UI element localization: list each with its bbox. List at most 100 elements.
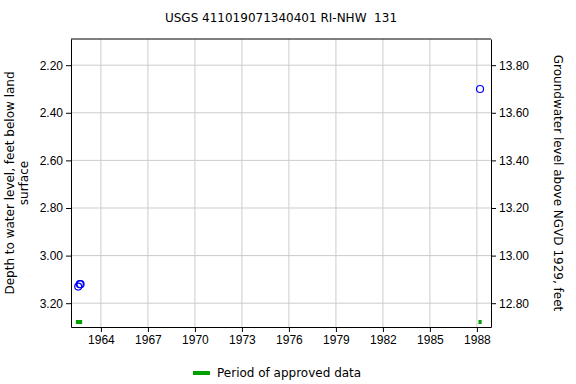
title: USGS 411019071340401 RI-NHW 131 [165, 11, 397, 25]
legend-label: Period of approved data [217, 366, 361, 380]
tick-label: 12.80 [499, 297, 529, 311]
tick-mark [491, 65, 496, 66]
tick: 2.60 [40, 154, 71, 168]
tick: 1973 [229, 327, 256, 347]
tick-mark [289, 327, 290, 332]
tick: 2.80 [40, 201, 71, 215]
tick-mark [383, 327, 384, 332]
grid-line [241, 39, 242, 327]
tick-label: 13.80 [499, 59, 529, 73]
tick-label: 1970 [182, 333, 209, 347]
tick-label: 1979 [323, 333, 350, 347]
tick-mark [491, 208, 496, 209]
grid-line [476, 39, 477, 327]
tick-label: 13.00 [499, 249, 529, 263]
grid-line [71, 207, 491, 208]
grid-line [71, 160, 491, 161]
tick-label: 1982 [370, 333, 397, 347]
tick: 13.60 [491, 106, 529, 120]
y-axis: 2.20 2.40 2.60 2.80 3.00 3.20 [40, 40, 72, 328]
grid-line [147, 39, 148, 327]
tick: 13.40 [491, 154, 529, 168]
tick: 13.00 [491, 249, 529, 263]
grid-line [429, 39, 430, 327]
axis-line [71, 40, 72, 328]
tick-mark [336, 327, 337, 332]
tick: 1985 [417, 327, 444, 347]
tick-mark [66, 208, 71, 209]
tick-mark [430, 327, 431, 332]
grid-line [71, 255, 491, 256]
tick: 13.80 [491, 59, 529, 73]
approved-period [76, 320, 82, 324]
y-axis-title: Depth to water level, feet below landsur… [3, 71, 31, 294]
tick: 1988 [464, 327, 491, 347]
point [77, 281, 84, 288]
tick-label: 13.60 [499, 106, 529, 120]
tick-mark [148, 327, 149, 332]
tick-mark [66, 160, 71, 161]
points [75, 85, 484, 290]
tick: 3.00 [40, 249, 71, 263]
tick-mark [242, 327, 243, 332]
tick: 1976 [276, 327, 303, 347]
tick-label: 2.60 [40, 154, 64, 168]
tick-mark [477, 327, 478, 332]
tick-mark [195, 327, 196, 332]
x-axis: 1964 1967 1970 1973 1976 1979 1982 1985 1988 [72, 327, 492, 347]
tick-label: 1964 [88, 333, 115, 347]
y-axis-title-line: Depth to water level, feet below land [3, 71, 17, 294]
grid [71, 39, 491, 327]
grid-line [71, 112, 491, 113]
tick-label: 1976 [276, 333, 303, 347]
grid-line [194, 39, 195, 327]
tick: 2.20 [40, 59, 71, 73]
tick: 12.80 [491, 297, 529, 311]
y-axis-title-line: surface [17, 161, 31, 205]
legend: Period of approved data [193, 366, 361, 380]
tick-label: 2.40 [40, 106, 64, 120]
plot: 1964 1967 1970 1973 1976 1979 1982 1985 1988 2.20… [40, 39, 530, 347]
tick-label: 13.40 [499, 154, 529, 168]
tick-label: 3.20 [40, 297, 64, 311]
approved-periods [76, 320, 482, 324]
tick-mark [491, 256, 496, 257]
tick-label: 1967 [135, 333, 162, 347]
axis-line [72, 327, 492, 328]
tick-mark [66, 256, 71, 257]
approved-period [478, 320, 481, 324]
y2-axis-title: Groundwater level above NGVD 1929, feet [551, 55, 565, 312]
tick: 3.20 [40, 297, 71, 311]
tick: 1970 [182, 327, 209, 347]
tick-label: 13.20 [499, 201, 529, 215]
chart: 1964 1967 1970 1973 1976 1979 1982 1985 1988 2.20… [0, 0, 576, 384]
tick-label: 1988 [464, 333, 491, 347]
tick-mark [66, 113, 71, 114]
grid-line [335, 39, 336, 327]
tick: 1979 [323, 327, 350, 347]
tick: 2.40 [40, 106, 71, 120]
tick: 13.20 [491, 201, 529, 215]
tick: 1982 [370, 327, 397, 347]
tick-mark [491, 160, 496, 161]
legend-swatch [193, 371, 210, 375]
grid-line [100, 39, 101, 327]
grid-line [71, 303, 491, 304]
tick-label: 1985 [417, 333, 444, 347]
tick-mark [491, 303, 496, 304]
point [477, 85, 484, 92]
axis-line [491, 40, 492, 328]
grid-line [288, 39, 289, 327]
y2-axis: 12.80 13.00 13.20 13.40 13.60 13.80 [491, 40, 529, 328]
grid-line [71, 65, 491, 66]
tick-label: 3.00 [40, 249, 64, 263]
tick: 1967 [135, 327, 162, 347]
tick: 1964 [88, 327, 115, 347]
frame [71, 39, 491, 40]
tick-mark [491, 113, 496, 114]
tick-label: 2.80 [40, 201, 64, 215]
tick-label: 1973 [229, 333, 256, 347]
tick-mark [66, 65, 71, 66]
tick-mark [101, 327, 102, 332]
point [76, 281, 83, 288]
